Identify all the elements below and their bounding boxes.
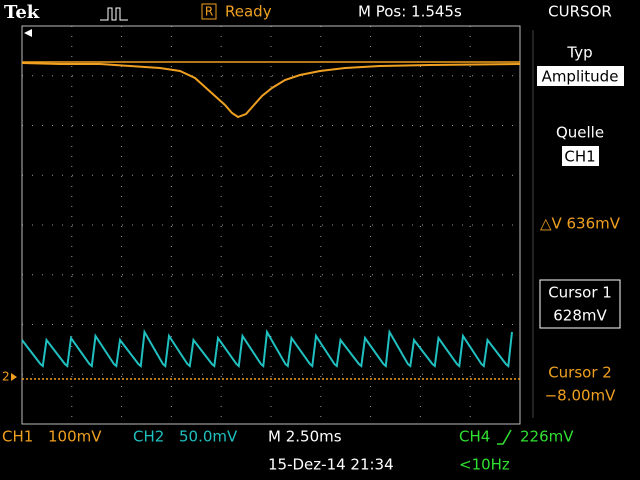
ch1-trace [21, 62, 521, 119]
status: Ready [225, 3, 272, 21]
date: 15-Dez-14 21:34 [268, 456, 394, 474]
cursor-1-box[interactable] [539, 279, 621, 329]
trigger-level: 226mV [520, 428, 574, 446]
status-box [201, 3, 217, 20]
ch1-label: CH1 [2, 428, 33, 446]
trigger-position-marker [24, 29, 32, 37]
menu-title: CURSOR [548, 3, 612, 21]
type-value[interactable]: Amplitude [542, 68, 619, 86]
graticule-frame [21, 25, 521, 425]
ch2-scale: 50.0mV [179, 428, 238, 446]
cursor-1-value: 628mV [553, 307, 607, 325]
ch2-label: CH2 [133, 428, 164, 446]
trigger-source: CH4 [459, 428, 490, 446]
trigger-slope [497, 429, 512, 445]
source-value[interactable]: CH1 [564, 148, 595, 166]
position: M Pos: 1.545s [358, 3, 462, 21]
trigger-icon [100, 7, 128, 21]
cursor-1-label: Cursor 1 [548, 284, 612, 302]
status-icon: R [205, 5, 213, 19]
source-label: Quelle [556, 124, 604, 142]
timebase: M 2.50ms [268, 428, 342, 446]
frequency: <10Hz [459, 456, 510, 474]
cursor-2-label[interactable]: Cursor 2 [548, 364, 612, 382]
ch1-scale: 100mV [48, 428, 102, 446]
delta-v: △V 636mV [540, 215, 621, 233]
type-highlight [537, 66, 624, 86]
type-label: Typ [566, 44, 592, 62]
brand: Tek [4, 2, 40, 23]
cursor-2-value: −8.00mV [545, 387, 617, 405]
ch2-marker-arrow [11, 373, 17, 381]
source-highlight [562, 146, 599, 166]
ch2-marker: 2 [2, 370, 10, 384]
ch2-trace [21, 328, 513, 368]
